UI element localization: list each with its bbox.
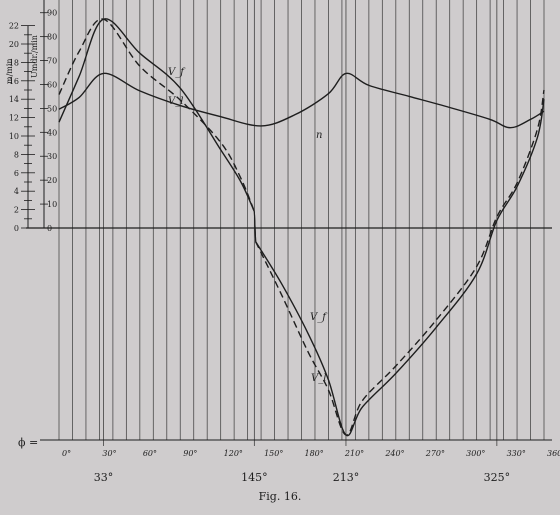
right-scale-label: 90 <box>47 9 57 18</box>
left-scale-label: 14 <box>9 95 19 104</box>
figure-caption: Fig. 16. <box>259 490 302 503</box>
left-scale-label: 6 <box>14 169 19 178</box>
curve-label: n <box>316 130 322 141</box>
x-tick-label: 120° <box>224 449 243 458</box>
left-scale-label: 2 <box>14 206 19 215</box>
right-scale-label: 0 <box>47 224 52 233</box>
curve-label: V_f <box>310 312 328 323</box>
series-line-V_l <box>255 89 545 436</box>
curve-label: V_f <box>168 67 186 78</box>
right-scale-label: 70 <box>47 57 57 66</box>
right-scale-label: 10 <box>47 200 57 209</box>
left-scale-label: 16 <box>9 77 19 86</box>
left-scale-label: 12 <box>9 114 19 123</box>
curve-label: V_l <box>168 96 183 107</box>
series-line-V_f <box>58 18 255 212</box>
unit-right-label: Umdr./min <box>30 35 39 78</box>
grid-lines <box>58 0 545 446</box>
x-tick-label: 270° <box>425 449 445 458</box>
x-tick-label: 300° <box>466 449 485 458</box>
x-tick-label: 150° <box>264 449 283 458</box>
curve-label: V_l <box>311 373 326 384</box>
x-tick-label: 0° <box>62 449 71 458</box>
right-scale-label: 80 <box>47 33 57 42</box>
x-tick-label: 210° <box>344 449 364 458</box>
series-line-V_f <box>255 99 545 437</box>
series-line-n <box>58 72 545 129</box>
right-scale: 0102030405060708090100 <box>40 0 57 233</box>
x-special-label: 145° <box>241 471 268 484</box>
x-special-label: 213° <box>333 471 360 484</box>
series-line-V_l <box>58 18 255 212</box>
x-tick-label: 330° <box>507 449 526 458</box>
right-scale-label: 40 <box>47 128 57 137</box>
x-tick-label: 180° <box>305 449 324 458</box>
x-tick-label: 30° <box>102 449 116 458</box>
x-tick-label: 240° <box>384 449 404 458</box>
left-scale-label: 20 <box>9 40 19 49</box>
x-special-label: 33° <box>94 471 114 484</box>
left-scale-label: 8 <box>14 150 19 159</box>
x-special-label: 325° <box>484 471 511 484</box>
x-tick-label: 90° <box>183 449 197 458</box>
series-jump-V_l <box>253 211 257 242</box>
right-scale-label: 60 <box>47 80 57 89</box>
right-scale-label: 50 <box>47 104 57 113</box>
series-layer <box>58 18 545 437</box>
left-scale: 0 2 4 6 8 10 12 14 16 18 20 22 <box>9 22 35 233</box>
left-scale-label: 18 <box>9 58 19 67</box>
label-layer: 0° 30° 60° 90° 120° 150° 180° 210° 240° 270° 300° 3… <box>62 67 560 484</box>
left-scale-label: 10 <box>9 132 19 141</box>
axes <box>26 227 552 441</box>
unit-left-label: m/min <box>5 58 14 84</box>
left-scale-label: 4 <box>14 187 19 196</box>
right-scale-label: 30 <box>47 152 57 161</box>
right-scale-label: 20 <box>47 176 57 185</box>
phi-symbol: ϕ = <box>18 436 38 449</box>
left-scale-label: 0 <box>14 224 19 233</box>
left-scale-label: 22 <box>9 22 19 31</box>
x-tick-label: 360° <box>547 449 560 458</box>
x-tick-label: 60° <box>143 449 157 458</box>
